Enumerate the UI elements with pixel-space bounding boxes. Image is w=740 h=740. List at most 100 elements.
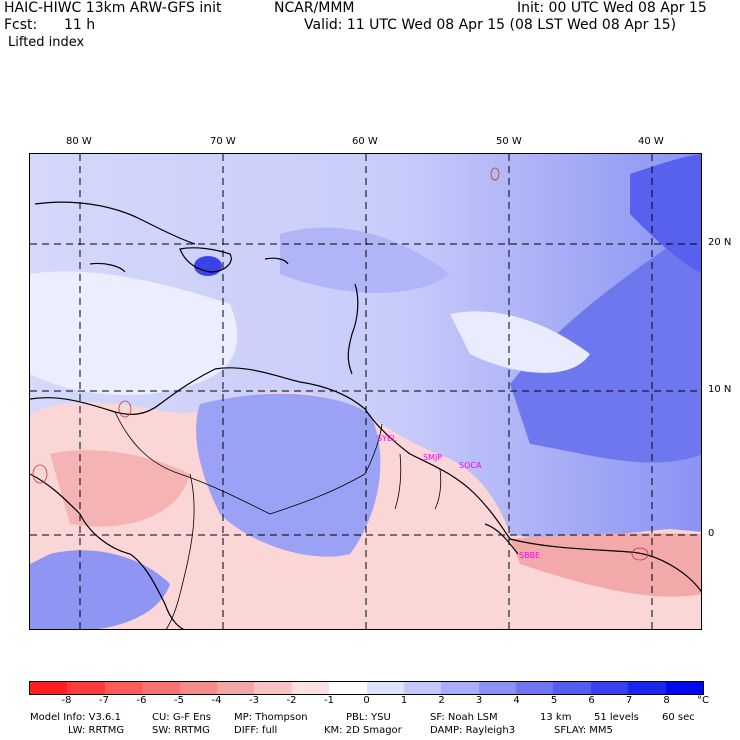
contour-ring bbox=[32, 464, 48, 484]
footer-mp: MP: Thompson bbox=[234, 712, 308, 723]
border-guyana-suriname bbox=[394, 453, 402, 510]
border-venezuela-brazil bbox=[269, 423, 383, 515]
colorbar-segment bbox=[216, 682, 255, 694]
unstable-cell-hispaniola bbox=[194, 256, 222, 276]
graticule bbox=[30, 154, 701, 629]
footer-damp: DAMP: Rayleigh3 bbox=[430, 725, 516, 736]
colorbar-segment bbox=[142, 682, 180, 694]
coast-pacific-colombia bbox=[30, 473, 185, 629]
station-soca: SOCA bbox=[459, 461, 482, 470]
footer-sf: SF: Noah LSM bbox=[430, 712, 498, 723]
colorbar-tick-label: 4 bbox=[513, 695, 520, 706]
colorbar-segment bbox=[366, 682, 404, 694]
footer-diff: DIFF: full bbox=[234, 725, 278, 736]
station-sbbe: SBBE bbox=[519, 551, 540, 560]
footer-levels: 51 levels bbox=[594, 712, 639, 723]
stable-contours bbox=[32, 167, 649, 561]
unstable-region-west bbox=[30, 550, 170, 629]
footer-resolution: 13 km bbox=[540, 712, 572, 723]
coast-jamaica bbox=[89, 262, 126, 273]
colorbar-segment bbox=[665, 682, 704, 694]
field-name: Lifted index bbox=[8, 35, 85, 50]
valid-time: Valid: 11 UTC Wed 08 Apr 15 (08 LST Wed … bbox=[304, 17, 677, 33]
colorbar-segment bbox=[478, 682, 517, 694]
colorbar-tick-label: -2 bbox=[286, 695, 297, 706]
colorbar-segment bbox=[441, 682, 479, 694]
unstable-patch-ne bbox=[630, 154, 701, 273]
colorbar-segment bbox=[291, 682, 330, 694]
colorbar-tick-label: -4 bbox=[211, 695, 222, 706]
coast-cuba bbox=[34, 201, 196, 245]
stable-streak bbox=[450, 311, 590, 373]
colorbar-tick-label: 8 bbox=[663, 695, 670, 706]
lifted-index-map: SYEL SMJP SOCA SBBE bbox=[29, 153, 702, 630]
stable-patch-colombia bbox=[50, 450, 190, 527]
footer-lw: LW: RRTMG bbox=[68, 725, 125, 736]
lon-label-70w: 70 W bbox=[210, 136, 236, 147]
forecast-label: Fcst: bbox=[4, 17, 38, 33]
lon-label-50w: 50 W bbox=[496, 136, 522, 147]
colorbar-tick-label: -3 bbox=[249, 695, 259, 706]
contour-ring bbox=[490, 167, 500, 181]
footer-pbl: PBL: YSU bbox=[346, 712, 391, 723]
forecast-hour: 11 h bbox=[64, 17, 96, 33]
border-colombia-south bbox=[165, 473, 195, 629]
stable-patch-brazil-coast bbox=[510, 533, 701, 597]
unstable-region-venezuela bbox=[196, 393, 381, 557]
colorbar-tick-label: 3 bbox=[475, 695, 483, 706]
lon-label-80w: 80 W bbox=[66, 136, 92, 147]
org-label: NCAR/MMM bbox=[274, 0, 355, 16]
colorbar-segment bbox=[403, 682, 442, 694]
coast-south-america bbox=[30, 367, 701, 593]
lon-label-60w: 60 W bbox=[352, 136, 378, 147]
map-canvas: SYEL SMJP SOCA SBBE bbox=[30, 154, 701, 629]
lat-label-20n: 20 N bbox=[708, 237, 732, 248]
footer-km: KM: 2D Smagor bbox=[324, 725, 402, 736]
coast-hispaniola bbox=[179, 247, 232, 273]
colorbar-segment bbox=[104, 682, 143, 694]
colorbar-tick-label: -5 bbox=[174, 695, 184, 706]
init-time: Init: 00 UTC Wed 08 Apr 15 bbox=[517, 0, 707, 16]
station-labels: SYEL SMJP SOCA SBBE bbox=[377, 434, 540, 560]
model-title: HAIC-HIWC 13km ARW-GFS init bbox=[4, 0, 222, 16]
colorbar-segment bbox=[254, 682, 292, 694]
country-borders bbox=[114, 411, 442, 629]
colorbar-tick-label: -8 bbox=[61, 695, 72, 706]
contour-ring bbox=[118, 400, 132, 418]
lon-label-40w: 40 W bbox=[638, 136, 664, 147]
contour-ring bbox=[631, 547, 649, 561]
colorbar-segment bbox=[179, 682, 217, 694]
coast-amazon-mouth bbox=[484, 523, 519, 555]
station-smjp: SMJP bbox=[423, 453, 442, 462]
colorbar-tick-label: -1 bbox=[324, 695, 334, 706]
colorbar-tick-label: 5 bbox=[550, 695, 558, 706]
lat-label-0: 0 bbox=[708, 528, 715, 539]
colorbar-tick-label: -6 bbox=[136, 695, 147, 706]
colorbar-tick-label: 6 bbox=[588, 695, 595, 706]
coastlines bbox=[30, 201, 701, 629]
caribbean-neutral bbox=[30, 271, 238, 395]
footer-sw: SW: RRTMG bbox=[152, 725, 210, 736]
lat-label-10n: 10 N bbox=[708, 384, 732, 395]
colorbar-tick-label: 2 bbox=[438, 695, 445, 706]
coast-puerto-rico bbox=[264, 257, 289, 265]
footer-timestep: 60 sec bbox=[662, 712, 695, 723]
colorbar-tick-label: -7 bbox=[99, 695, 109, 706]
colorbar bbox=[29, 681, 704, 695]
border-suriname-guiana bbox=[434, 468, 442, 510]
footer-cu: CU: G-F Ens bbox=[152, 712, 212, 723]
colorbar-segment bbox=[590, 682, 629, 694]
colorbar-segment bbox=[329, 682, 367, 694]
colorbar-tick-label: 1 bbox=[400, 695, 408, 706]
footer-sflay: SFLAY: MM5 bbox=[554, 725, 613, 736]
station-syel: SYEL bbox=[377, 434, 397, 443]
colorbar-segment bbox=[67, 682, 105, 694]
unstable-band-east bbox=[510, 225, 701, 463]
colorbar-tick-label: 7 bbox=[625, 695, 633, 706]
colorbar-tick-label: 0 bbox=[363, 695, 370, 706]
colorbar-segment bbox=[516, 682, 554, 694]
coast-lesser-antilles bbox=[347, 283, 359, 375]
border-colombia-venezuela bbox=[114, 411, 271, 515]
colorbar-segment bbox=[628, 682, 666, 694]
colorbar-unit: °C bbox=[697, 695, 709, 706]
